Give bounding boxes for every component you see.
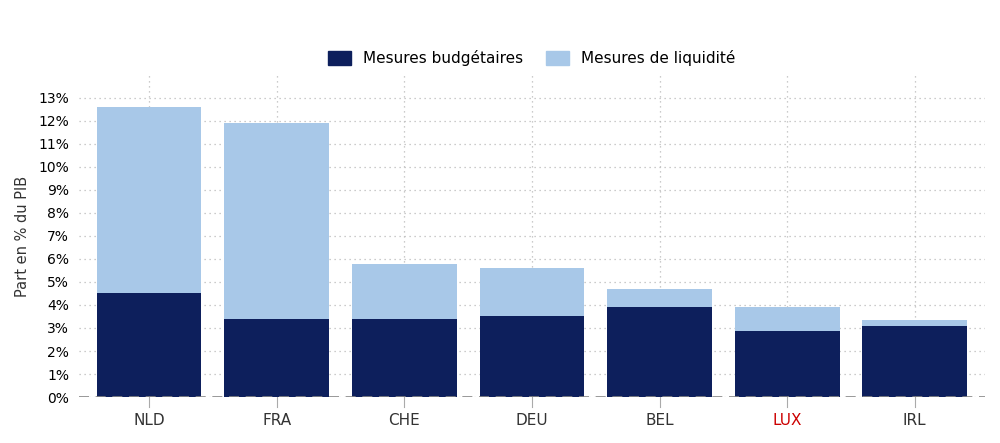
Bar <box>735 307 840 331</box>
Bar <box>607 307 712 397</box>
Bar <box>97 107 201 293</box>
Bar <box>352 264 457 319</box>
Bar <box>352 319 457 397</box>
Bar <box>97 293 201 397</box>
Y-axis label: Part en % du PIB: Part en % du PIB <box>15 175 30 296</box>
Bar <box>224 123 329 319</box>
Bar <box>607 289 712 307</box>
Bar <box>862 326 967 397</box>
Legend: Mesures budgétaires, Mesures de liquidité: Mesures budgétaires, Mesures de liquidit… <box>322 44 742 72</box>
Bar <box>480 268 584 316</box>
Bar <box>735 331 840 397</box>
Bar <box>224 319 329 397</box>
Bar <box>862 320 967 326</box>
Bar <box>480 316 584 397</box>
